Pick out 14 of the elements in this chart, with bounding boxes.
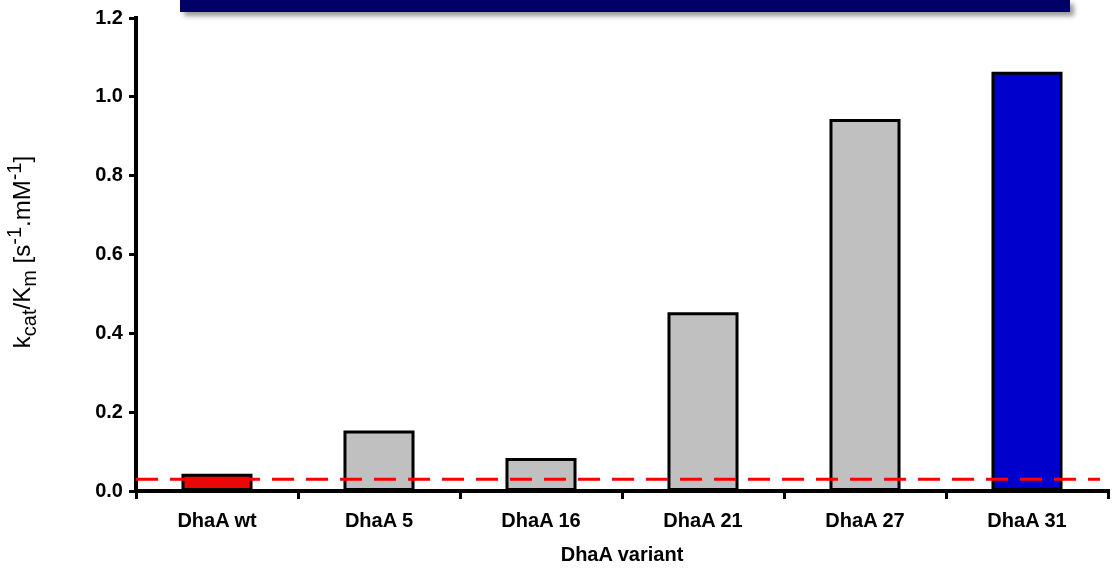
y-tick-label: 0.8 xyxy=(95,163,123,186)
x-tick-label: DhaA 21 xyxy=(663,508,743,531)
x-tick-label: DhaA 16 xyxy=(501,508,581,531)
y-tick-label: 0.0 xyxy=(95,478,123,501)
x-tick-label: DhaA 5 xyxy=(344,508,414,531)
y-tick-label: 1.2 xyxy=(95,5,123,28)
x-tick-label: DhaA wt xyxy=(177,508,257,531)
x-tick-label: DhaA 27 xyxy=(825,508,905,531)
y-tick-label: 0.2 xyxy=(95,399,123,422)
y-tick-label: 1.0 xyxy=(95,84,123,107)
x-tick-label: DhaA 31 xyxy=(987,508,1067,531)
y-tick-label: 0.6 xyxy=(95,242,123,265)
x-axis-title: DhaA variant xyxy=(560,542,684,565)
y-tick-label: 0.4 xyxy=(95,320,124,343)
